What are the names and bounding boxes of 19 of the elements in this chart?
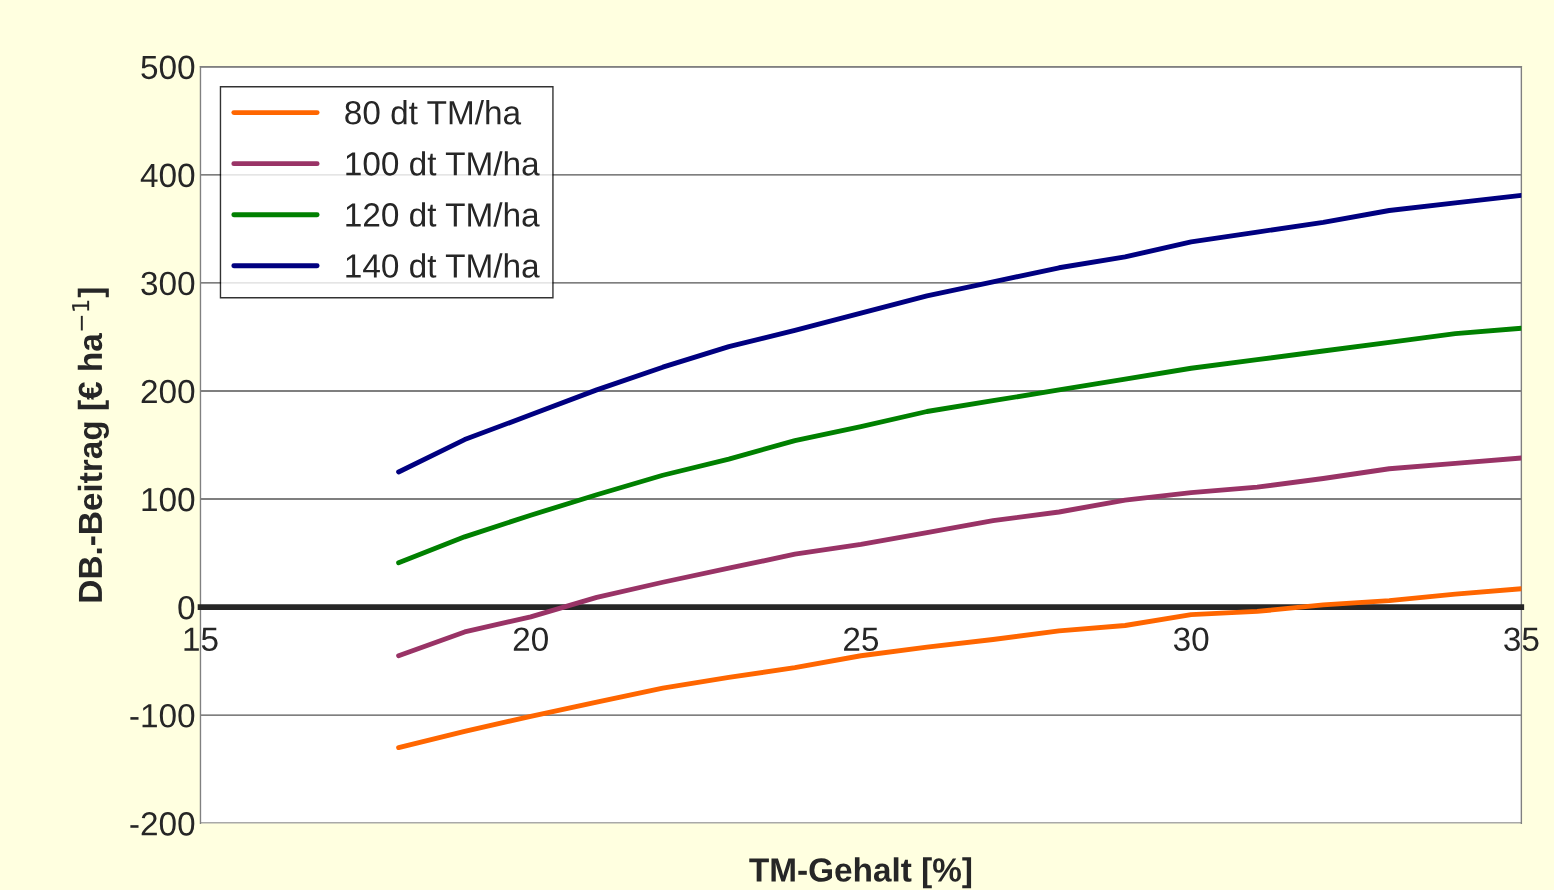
legend-label: 120 dt TM/ha xyxy=(346,202,540,227)
x-tick-label: 30 xyxy=(1173,627,1209,652)
y-tick-label: 300 xyxy=(141,271,195,296)
line-series xyxy=(396,192,1522,475)
legend-label: 100 dt TM/ha xyxy=(346,151,540,176)
x-tick-label: 25 xyxy=(844,627,879,652)
legend-label: 80 dt TM/ha xyxy=(345,100,522,125)
y-tick-label: -100 xyxy=(130,703,195,728)
y-tick-label: 0 xyxy=(178,595,195,620)
x-tick-label: 20 xyxy=(513,627,548,652)
y-tick-label: 100 xyxy=(142,487,195,512)
y-tick-label: 200 xyxy=(141,379,195,404)
legend-label: 140 dt TM/ha xyxy=(346,253,540,278)
y-tick-label: 500 xyxy=(141,55,195,80)
y-tick-label: -200 xyxy=(130,812,195,836)
y-axis-title: DB.-Beitrag [€ ha$^{−1}$] xyxy=(72,288,109,602)
line-series xyxy=(396,325,1522,566)
x-axis-title: TM-Gehalt [%] xyxy=(749,857,972,889)
y-tick-label: 400 xyxy=(140,163,195,188)
